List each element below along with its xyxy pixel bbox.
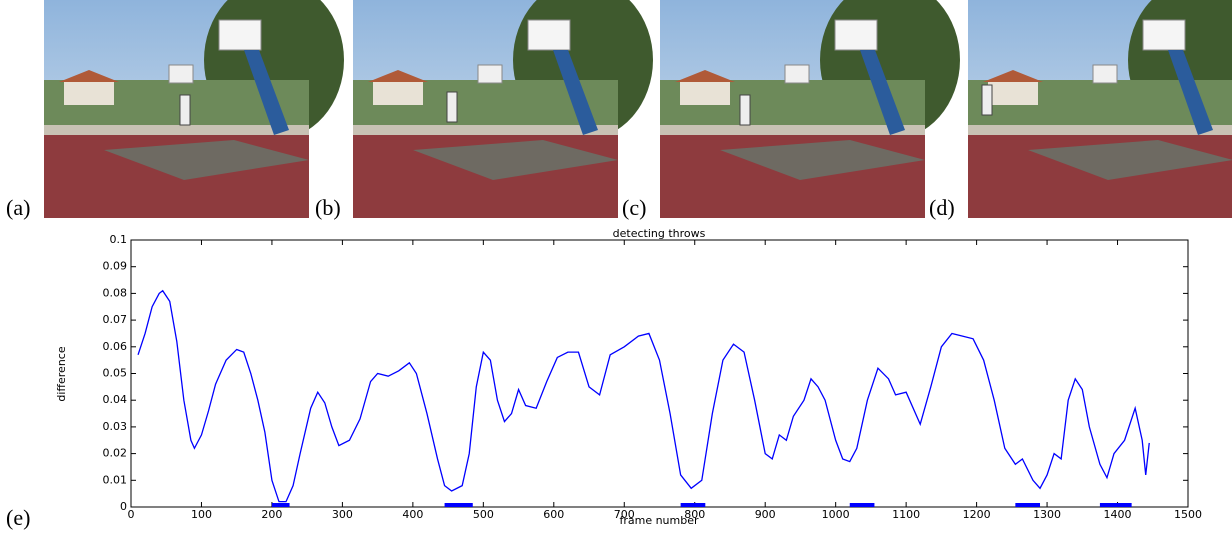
y-tick-label: 0.1 xyxy=(110,233,128,246)
y-tick-label: 0.03 xyxy=(103,420,128,433)
y-tick-label: 0.01 xyxy=(103,473,128,486)
detection-interval xyxy=(850,503,875,507)
photo xyxy=(968,0,1232,218)
x-tick-label: 0 xyxy=(128,508,135,521)
x-tick-label: 200 xyxy=(261,508,282,521)
panel-label: (b) xyxy=(315,195,341,220)
detection-interval xyxy=(1100,503,1132,507)
panel-label: (e) xyxy=(6,505,30,530)
y-tick-label: 0.04 xyxy=(103,393,128,406)
x-tick-label: 400 xyxy=(402,508,423,521)
detection-interval xyxy=(681,503,706,507)
x-tick-label: 600 xyxy=(543,508,564,521)
y-tick-label: 0.05 xyxy=(103,367,128,380)
x-tick-label: 1100 xyxy=(892,508,920,521)
detection-interval xyxy=(1015,503,1040,507)
x-tick-label: 900 xyxy=(755,508,776,521)
y-tick-label: 0.08 xyxy=(103,286,128,299)
x-tick-label: 700 xyxy=(614,508,635,521)
x-tick-label: 1500 xyxy=(1174,508,1202,521)
detection-interval xyxy=(272,503,290,507)
data-line xyxy=(138,291,1149,502)
y-tick-label: 0.07 xyxy=(103,313,128,326)
y-tick-label: 0.06 xyxy=(103,340,128,353)
figure: (a) (b) (c) (d) (e) detecting throws fra… xyxy=(0,0,1232,533)
x-tick-label: 500 xyxy=(473,508,494,521)
panel-label: (a) xyxy=(6,195,30,220)
y-tick-label: 0.09 xyxy=(103,260,128,273)
x-tick-label: 100 xyxy=(191,508,212,521)
x-tick-label: 1300 xyxy=(1033,508,1061,521)
detection-interval xyxy=(445,503,473,507)
panel-label: (c) xyxy=(622,195,646,220)
y-tick-label: 0.02 xyxy=(103,447,128,460)
x-tick-label: 1200 xyxy=(963,508,991,521)
x-tick-label: 300 xyxy=(332,508,353,521)
x-tick-label: 800 xyxy=(684,508,705,521)
axes-box xyxy=(131,240,1188,507)
chart-title: detecting throws xyxy=(613,227,706,240)
x-tick-label: 1000 xyxy=(822,508,850,521)
panel-label: (d) xyxy=(929,195,955,220)
photo xyxy=(353,0,653,218)
photo xyxy=(660,0,960,218)
y-axis-label: difference xyxy=(55,346,68,401)
photo xyxy=(44,0,344,218)
y-tick-label: 0 xyxy=(120,500,127,513)
x-tick-label: 1400 xyxy=(1104,508,1132,521)
